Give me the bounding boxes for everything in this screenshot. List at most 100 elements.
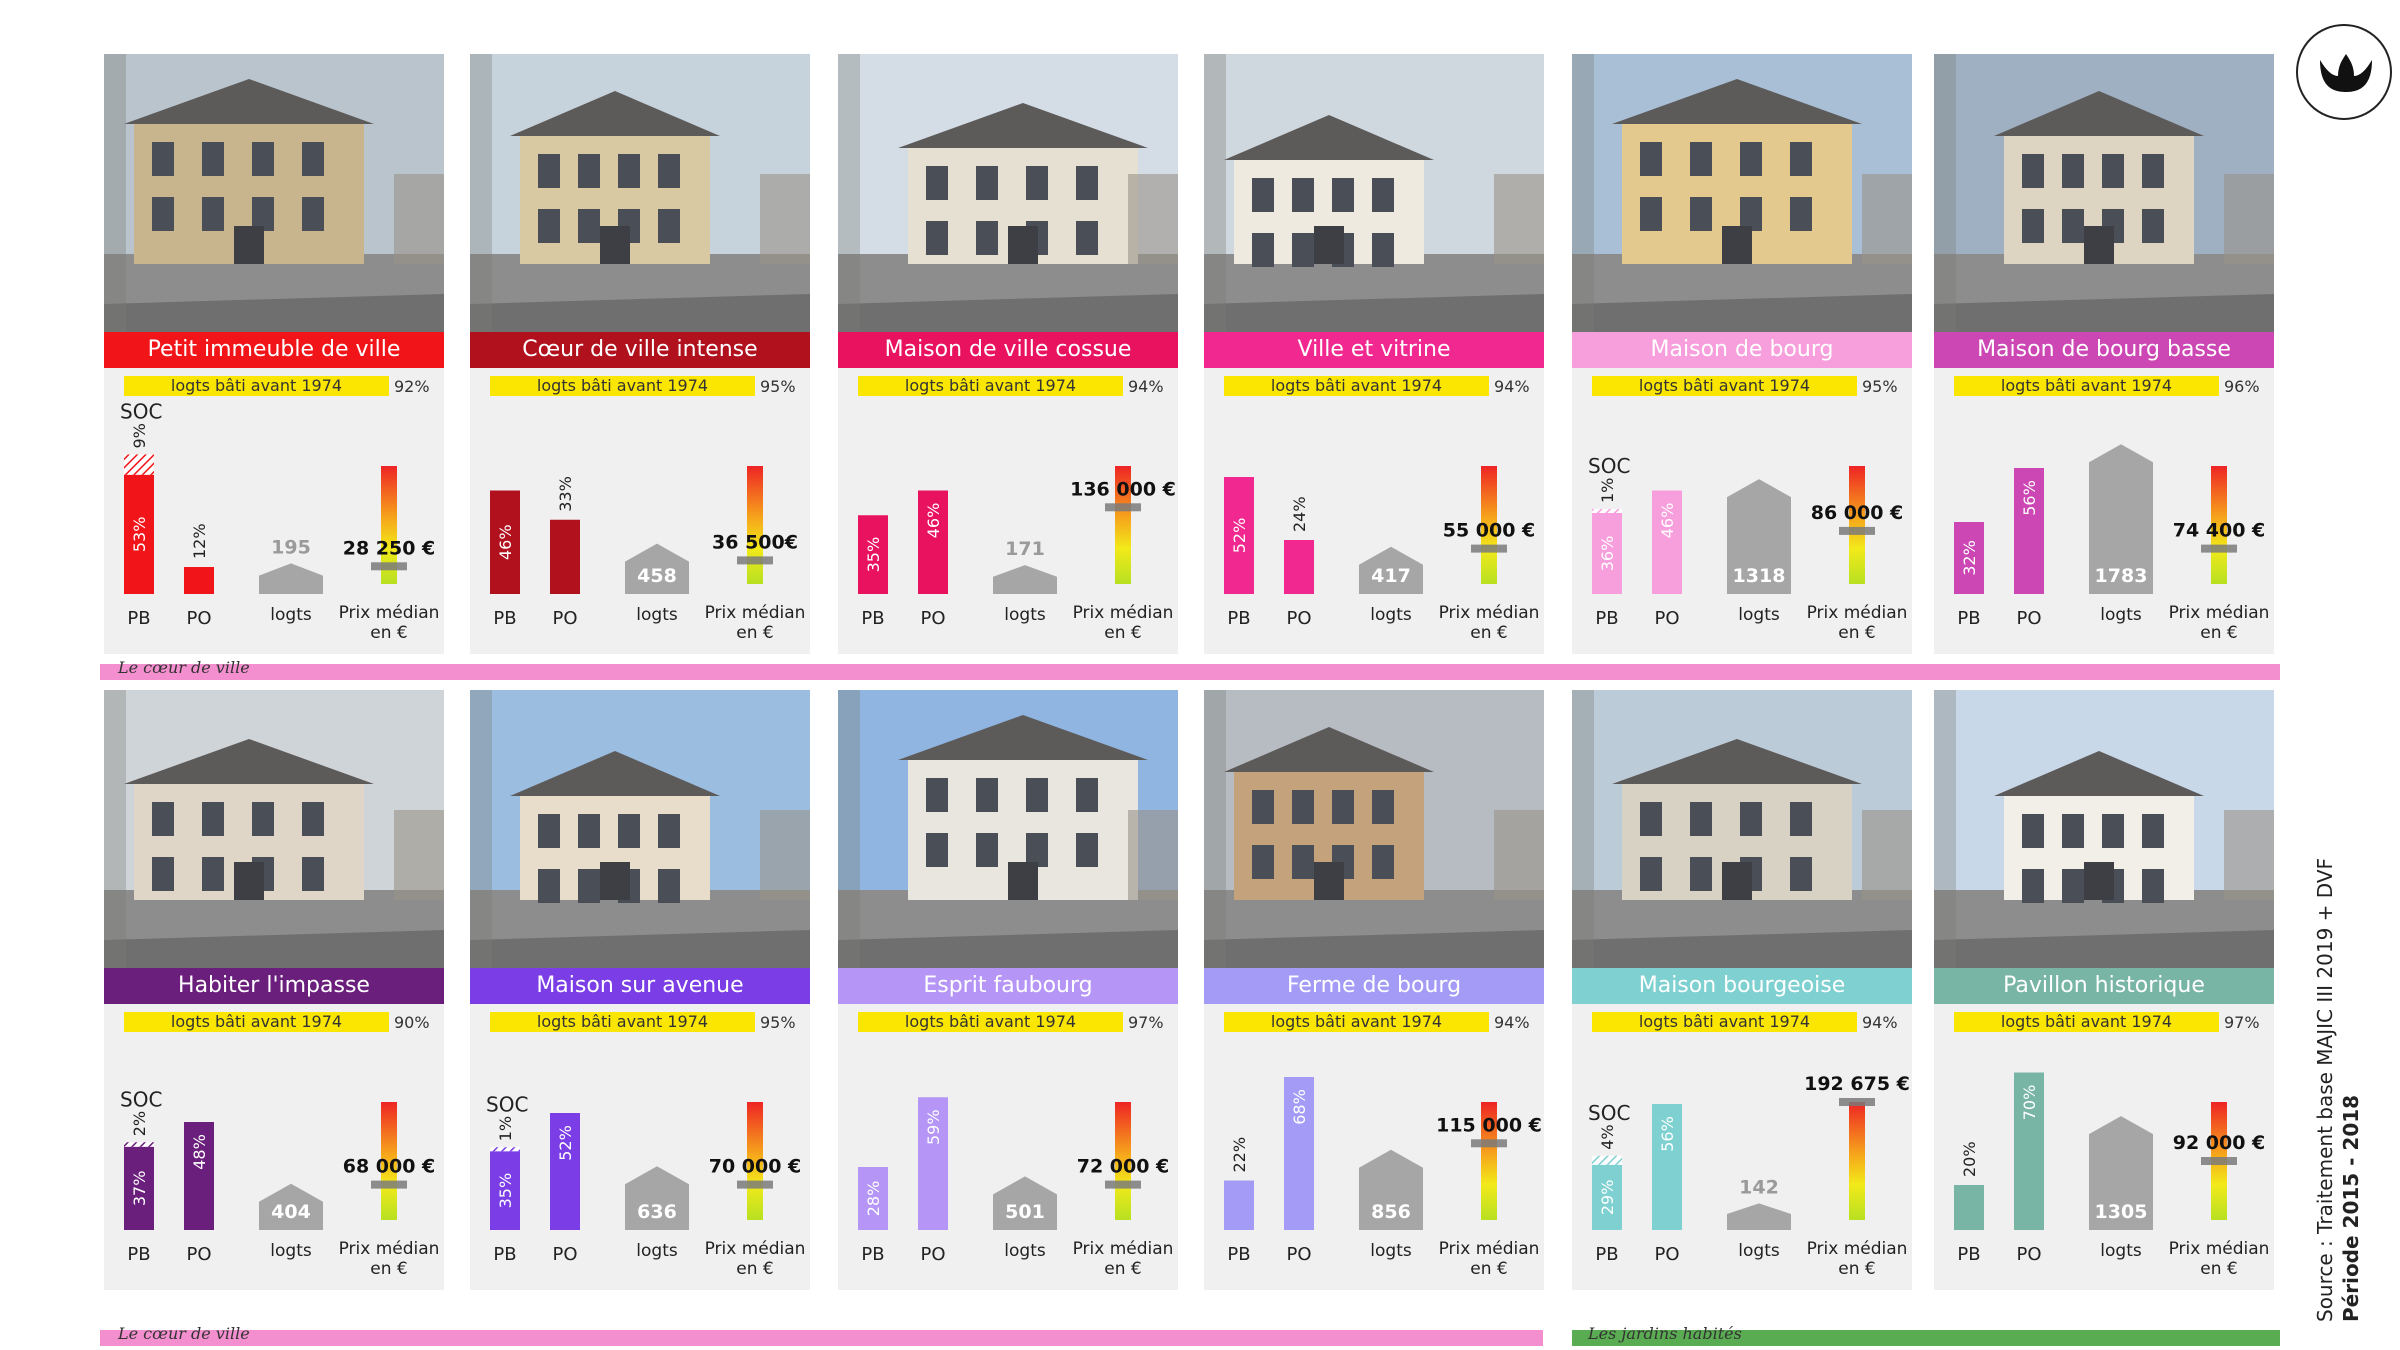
logts-house-icon <box>625 1166 689 1230</box>
logts-axis-label: logts <box>2100 605 2142 625</box>
category-band-label: Les jardins habités <box>1588 1324 1742 1343</box>
logts-house-icon <box>1727 479 1791 594</box>
pb-bar <box>124 474 154 594</box>
price-value: 68 000 € <box>343 1156 436 1178</box>
pb-value-label: 32% <box>1960 540 1979 576</box>
logts-axis-label: logts <box>636 1241 678 1261</box>
pre1974-label: logts bâti avant 1974 <box>536 1012 709 1031</box>
pb-axis-label: PB <box>1227 608 1250 629</box>
logts-value: 195 <box>271 536 311 558</box>
typology-card: Ferme de bourg logts bâti avant 1974 94% 22… <box>1204 690 1544 1290</box>
pre1974-label: logts bâti avant 1974 <box>1270 1012 1443 1031</box>
pb-axis-label: PB <box>493 608 516 629</box>
logts-value: 1305 <box>2095 1201 2148 1223</box>
period-line: Période 2015 - 2018 <box>2339 1094 2363 1322</box>
typology-chart: 35% 1%SOC 52% PB PO 636 logts 70 000 € Prix médi… <box>486 1092 806 1279</box>
price-axis-label: Prix médian <box>705 1239 806 1259</box>
typology-title: Pavillon historique <box>1934 968 2274 1004</box>
source-note: Source : Traitement base MAJIC III 2019 … <box>2312 858 2364 1322</box>
price-axis-label: Prix médian <box>1807 1239 1908 1259</box>
typology-card: Maison sur avenue logts bâti avant 1974 95… <box>470 690 810 1290</box>
pre1974-percent: 95% <box>1862 377 1898 396</box>
typology-title: Maison sur avenue <box>470 968 810 1004</box>
price-gauge <box>747 1102 763 1220</box>
price-value: 192 675 € <box>1804 1073 1910 1095</box>
price-value: 115 000 € <box>1436 1114 1542 1136</box>
pb-value-label: 46% <box>496 524 515 560</box>
logts-axis-label: logts <box>1370 605 1412 625</box>
logts-house-icon <box>1359 546 1423 594</box>
building-photo <box>838 690 1178 968</box>
price-marker <box>2201 1157 2237 1165</box>
price-axis-unit: en € <box>1470 623 1507 643</box>
po-axis-label: PO <box>1286 608 1311 629</box>
po-value-label: 48% <box>190 1134 209 1170</box>
price-axis-label: Prix médian <box>1073 1239 1174 1259</box>
category-band <box>100 1330 1543 1346</box>
street-photo <box>1934 54 2274 332</box>
price-marker <box>371 562 407 571</box>
price-gauge <box>381 1102 397 1220</box>
price-gauge <box>1849 466 1865 584</box>
po-axis-label: PO <box>552 1244 577 1265</box>
pre1974-bar: logts bâti avant 1974 <box>858 1012 1123 1032</box>
street-photo <box>104 690 444 968</box>
typology-card: Ville et vitrine logts bâti avant 1974 94%… <box>1204 54 1544 654</box>
po-bar <box>550 519 580 594</box>
pre1974-percent: 95% <box>760 1013 796 1032</box>
price-axis-unit: en € <box>736 623 773 643</box>
street-photo <box>470 54 810 332</box>
street-photo <box>470 690 810 968</box>
logts-value: 417 <box>1371 565 1411 587</box>
price-gauge <box>1115 466 1131 584</box>
street-photo <box>1934 690 2274 968</box>
po-value-label: 68% <box>1290 1089 1309 1125</box>
po-bar <box>550 1113 580 1230</box>
price-value: 86 000 € <box>1811 502 1904 524</box>
price-gauge <box>1115 1102 1131 1220</box>
typology-chart: 20% 70% PB PO 1305 logts 92 000 € Prix médianen… <box>1954 1072 2269 1279</box>
typology-card: Cœur de ville intense logts bâti avant 19… <box>470 54 810 654</box>
logts-axis-label: logts <box>2100 1241 2142 1261</box>
pb-value-label: 28% <box>864 1181 883 1217</box>
typology-title: Esprit faubourg <box>838 968 1178 1004</box>
pb-bar <box>858 515 888 594</box>
pb-bar <box>1224 1180 1254 1230</box>
street-photo <box>1204 54 1544 332</box>
price-axis-unit: en € <box>1104 623 1141 643</box>
pb-value-label: 37% <box>130 1171 149 1207</box>
typology-title: Maison de bourg <box>1572 332 1912 368</box>
po-axis-label: PO <box>552 608 577 629</box>
logts-value: 1318 <box>1733 565 1786 587</box>
price-axis-unit: en € <box>736 1259 773 1279</box>
logts-house-icon <box>625 543 689 594</box>
pb-bar <box>1954 1185 1984 1230</box>
typology-title: Ferme de bourg <box>1204 968 1544 1004</box>
street-photo <box>1572 54 1912 332</box>
price-gauge <box>2211 466 2227 584</box>
pb-axis-label: PB <box>1957 1244 1980 1265</box>
typology-chart: 29% 4%SOC 56% PB PO 142 logts 192 675 € Prix méd… <box>1588 1073 1910 1279</box>
price-value: 70 000 € <box>709 1156 802 1178</box>
soc-bar <box>124 1142 154 1147</box>
pre1974-bar: logts bâti avant 1974 <box>1954 376 2219 396</box>
typology-chart: 32% 56% PB PO 1783 logts 74 400 € Prix médianen… <box>1954 444 2269 643</box>
po-bar <box>918 1097 948 1230</box>
price-value: 36 500€ <box>712 531 798 553</box>
soc-key-label: SOC <box>1588 1101 1630 1125</box>
typology-title: Maison bourgeoise <box>1572 968 1912 1004</box>
pb-value-label: 36% <box>1598 536 1617 572</box>
pre1974-bar: logts bâti avant 1974 <box>124 1012 389 1032</box>
po-axis-label: PO <box>1286 1244 1311 1265</box>
pb-bar <box>490 490 520 594</box>
logts-house-icon <box>259 1183 323 1230</box>
logts-value: 501 <box>1005 1201 1045 1223</box>
po-value-label: 12% <box>190 523 209 559</box>
pre1974-percent: 94% <box>1128 377 1164 396</box>
pre1974-bar: logts bâti avant 1974 <box>490 1012 755 1032</box>
pb-axis-label: PB <box>1595 608 1618 629</box>
po-bar <box>1284 540 1314 594</box>
pb-bar <box>1954 522 1984 594</box>
source-line: Source : Traitement base MAJIC III 2019 … <box>2313 857 2337 1322</box>
